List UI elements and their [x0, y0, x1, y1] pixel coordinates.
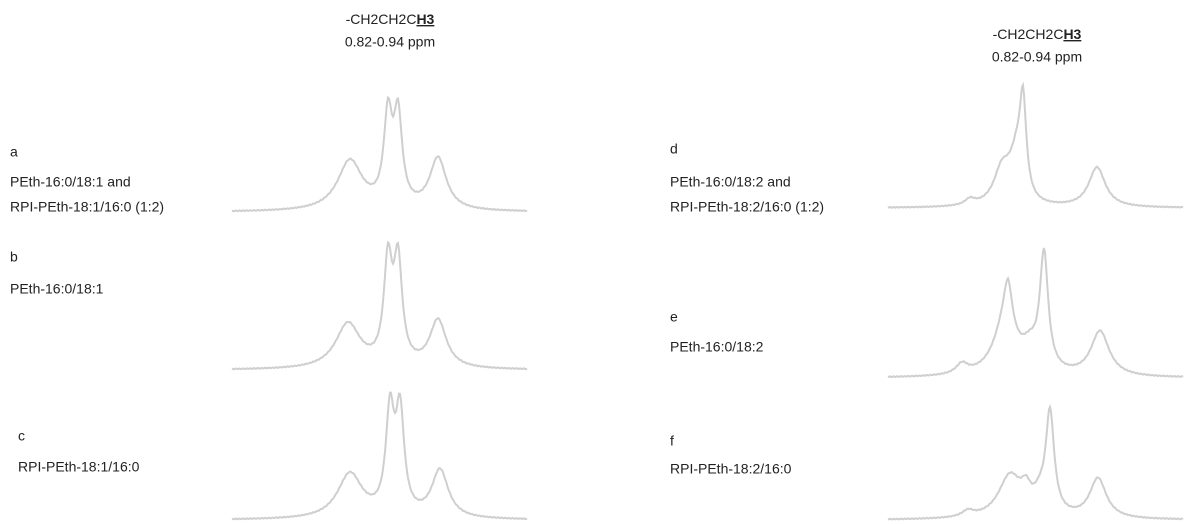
header-range: 0.82-0.94 ppm: [992, 49, 1082, 65]
panel-label: e: [670, 309, 678, 325]
spectrum: [231, 240, 528, 371]
panel-name: PEth-16:0/18:2: [670, 339, 764, 355]
header-prefix: -CH2CH2C: [993, 26, 1064, 42]
panel-name: RPI-PEth-18:2/16:0: [670, 461, 792, 477]
header-prefix: -CH2CH2C: [346, 11, 417, 27]
spectrum: [231, 95, 528, 213]
panel-name: PEth-16:0/18:1: [10, 281, 104, 297]
header-emphasis: H3: [1063, 26, 1081, 42]
spectrum: [887, 403, 1184, 521]
panel-label: a: [10, 144, 18, 160]
panel-name: PEth-16:0/18:2 and: [670, 174, 791, 190]
panel-name: RPI-PEth-18:1/16:0: [18, 459, 140, 475]
header-range: 0.82-0.94 ppm: [345, 34, 435, 50]
panel-name: RPI-PEth-18:1/16:0 (1:2): [10, 199, 164, 215]
spectrum: [887, 247, 1184, 379]
panel-label: d: [670, 141, 678, 157]
panel-label: c: [18, 428, 25, 444]
panel-label: b: [10, 249, 18, 265]
header-emphasis: H3: [416, 11, 434, 27]
panel-name: RPI-PEth-18:2/16:0 (1:2): [670, 199, 824, 215]
header: -CH2CH2CH3: [993, 26, 1082, 42]
spectrum: [887, 81, 1184, 209]
spectrum: [231, 391, 528, 521]
header: -CH2CH2CH3: [346, 11, 435, 27]
panel-label: f: [670, 433, 674, 449]
panel-name: PEth-16:0/18:1 and: [10, 174, 131, 190]
